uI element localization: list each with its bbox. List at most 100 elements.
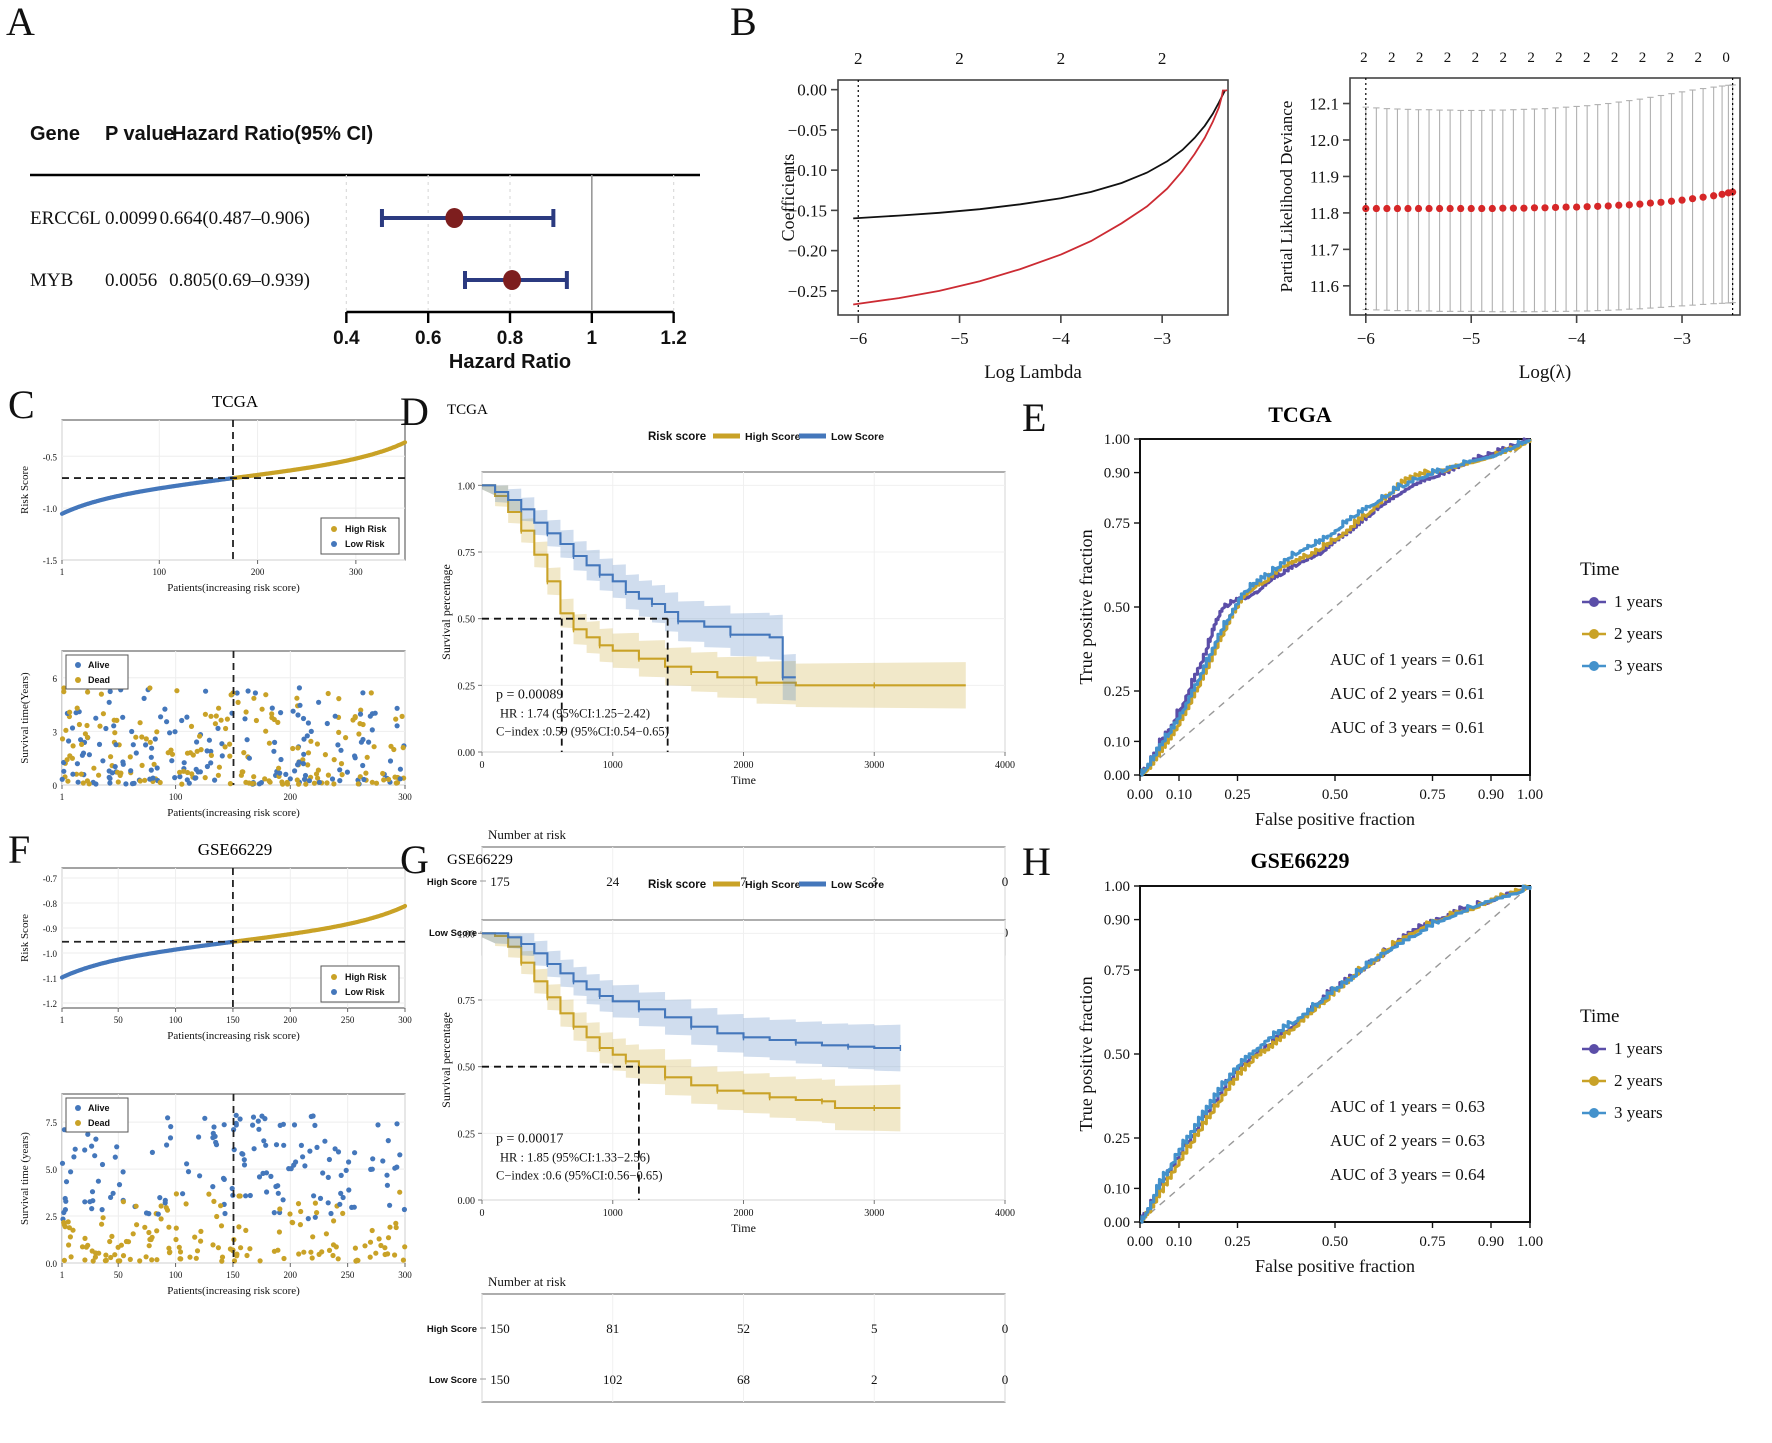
survival-point [116, 1182, 123, 1188]
survival-point [61, 685, 67, 691]
x-axis-label: False positive fraction [1255, 809, 1415, 829]
roc-curve [1140, 884, 1532, 1224]
survival-point [78, 737, 84, 743]
risk-table-cell: 7 [740, 874, 747, 889]
survival-point [129, 728, 135, 735]
survival-point [131, 780, 137, 786]
survival-point [247, 1192, 253, 1199]
survival-point [243, 1227, 249, 1233]
km-curve [482, 484, 796, 679]
survival-point [278, 756, 284, 763]
survival-point [332, 713, 338, 719]
survival-point [173, 1236, 179, 1243]
survival-point [335, 742, 341, 748]
survival-point [300, 715, 307, 722]
survival-point [246, 755, 252, 761]
survival-point [310, 1113, 316, 1119]
panel-b-lasso-coefficients-plot: 2 2 2 2 0.00 −0.05 −0.10 −0.15 −0.20 −0.25 −6 −5 −4 −… [760, 20, 1240, 395]
row-gene: ERCC6L [30, 208, 101, 229]
survival-point [71, 1154, 77, 1160]
survival-point [229, 1185, 235, 1192]
survival-point [326, 1247, 333, 1253]
x-tick-label: −4 [1568, 329, 1587, 348]
survival-point [260, 1170, 266, 1176]
survival-point [397, 1189, 403, 1195]
survival-point [335, 1256, 341, 1262]
survival-point [279, 779, 285, 785]
survival-point [337, 778, 343, 784]
survival-point [86, 781, 92, 787]
survival-point [123, 1238, 129, 1245]
x-tick-label: 0.10 [1166, 787, 1192, 803]
survival-point [100, 758, 106, 764]
survival-point [92, 1153, 98, 1159]
row-gene: MYB [30, 270, 73, 291]
survival-point [369, 779, 375, 785]
survival-point [328, 1210, 334, 1217]
x-tick-label: −5 [1462, 329, 1480, 348]
y-tick-label: 11.7 [1310, 240, 1340, 259]
survival-point [237, 1116, 243, 1122]
axis-tick-label: 0.8 [497, 328, 523, 349]
survival-point [176, 1244, 182, 1250]
y-tick-label: -1.5 [43, 556, 58, 566]
risk-table-title: Number at risk [488, 827, 566, 842]
survival-point [219, 753, 225, 759]
survival-point [330, 1252, 336, 1259]
roc-legend-marker [1589, 661, 1599, 671]
survival-point [185, 1169, 192, 1175]
top-axis-tick-label: 2 [1158, 49, 1167, 68]
panel-a-forest-plot: Gene P value Hazard Ratio(95% CI) ERCC6L 0.0… [0, 110, 720, 373]
y-tick-label: 11.8 [1310, 204, 1339, 223]
survival-point [307, 1148, 313, 1154]
survival-point [216, 705, 222, 711]
survival-point [251, 774, 257, 780]
survival-point [66, 738, 72, 744]
survival-point [143, 742, 149, 748]
y-axis-label: Partial Likelihood Deviance [1277, 101, 1296, 293]
survival-point [236, 1224, 242, 1230]
survival-point [61, 689, 67, 695]
panel-f-title: GSE66229 [197, 840, 273, 859]
survival-point [172, 775, 178, 781]
survival-point [362, 1243, 368, 1249]
survival-point [127, 754, 133, 760]
survival-point [211, 1124, 217, 1130]
km-curve [482, 484, 966, 687]
x-tick-label: 300 [398, 1015, 412, 1025]
legend-label-alive: Alive [88, 660, 110, 670]
survival-point [123, 781, 129, 787]
x-axis-label: Time [731, 1221, 756, 1235]
survival-point [178, 1256, 184, 1262]
survival-point [381, 777, 387, 783]
top-axis-tick-label: 2 [955, 49, 964, 68]
survival-point [397, 776, 403, 782]
survival-point [133, 1203, 139, 1209]
panel-c-risk-score-plot: -0.5 -1.0 -1.5 1 100 200 300 Risk Score Patients… [10, 410, 420, 620]
col-header-pvalue: P value [105, 123, 175, 145]
survival-point [204, 763, 210, 770]
km-confidence-band [482, 933, 901, 1132]
survival-point [61, 759, 67, 766]
survival-point [387, 758, 394, 764]
survival-point [107, 688, 113, 695]
panel-f-risk-score-plot: -0.7 -0.8 -0.9 -1.0 -1.1 -1.2 1 50 100 150 200 250 3… [10, 858, 420, 1063]
survival-point [316, 1251, 322, 1257]
survival-point [210, 1130, 216, 1136]
survival-point [238, 1245, 244, 1251]
y-tick-label: -1.0 [43, 949, 58, 959]
hr-point [445, 208, 464, 228]
survival-point [63, 727, 69, 733]
survival-point [106, 699, 112, 705]
survival-point [137, 1258, 143, 1264]
x-tick-label: 1 [60, 1015, 65, 1025]
x-tick-label: 1.00 [1517, 787, 1543, 803]
survival-point [120, 1199, 126, 1205]
survival-point [356, 731, 362, 737]
survival-point [146, 1229, 152, 1236]
survival-point [255, 1118, 261, 1124]
survival-point [277, 1206, 283, 1212]
cv-point [1678, 196, 1686, 204]
survival-point [213, 713, 219, 719]
x-tick-label: −6 [849, 329, 867, 348]
